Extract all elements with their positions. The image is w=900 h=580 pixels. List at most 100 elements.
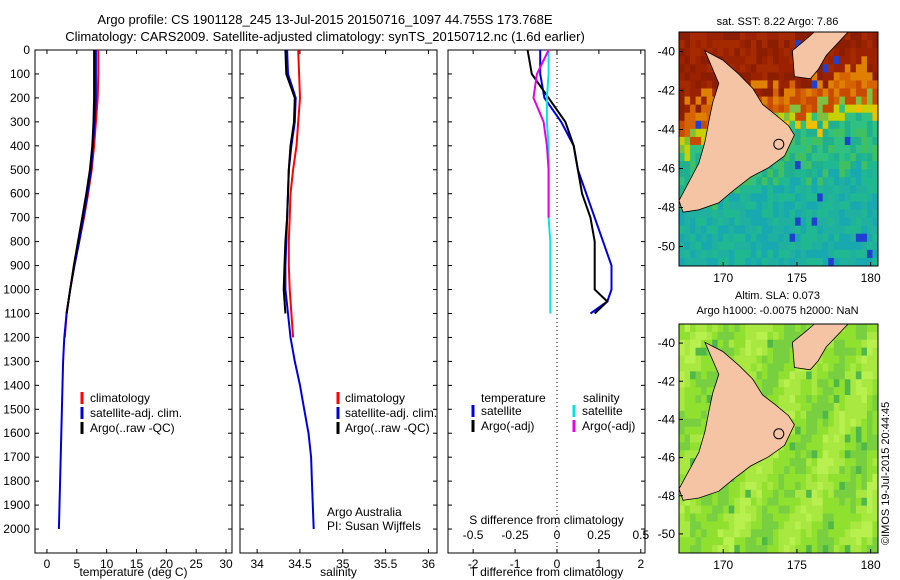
map-cell — [717, 241, 724, 251]
map-cell — [784, 458, 790, 467]
map-cell — [739, 529, 746, 538]
map-cell — [839, 347, 846, 356]
map-cell — [701, 363, 708, 372]
map-cell — [728, 249, 735, 259]
map-cell — [701, 48, 708, 57]
map-cell — [828, 225, 835, 235]
map-cell — [745, 64, 752, 73]
map-cell — [789, 201, 796, 210]
map-cell — [872, 545, 879, 554]
map-cell — [833, 434, 840, 443]
map-cell — [861, 257, 868, 267]
legend-header-temperature: temperature — [481, 391, 546, 405]
map-cell — [761, 481, 768, 491]
map-cell — [817, 201, 824, 210]
x-tick-label: 20 — [160, 557, 174, 571]
map-cell — [695, 418, 702, 428]
map-cell — [690, 347, 696, 356]
map-cell — [817, 371, 824, 380]
map-cell — [800, 185, 807, 194]
map-cell — [850, 442, 857, 451]
map-cell — [844, 371, 851, 380]
map-cell — [679, 537, 685, 546]
map-cell — [767, 489, 774, 499]
map-cell — [817, 489, 824, 499]
map-cell — [844, 347, 851, 356]
map-cell — [784, 339, 790, 349]
map-cell — [872, 505, 879, 514]
map-cell — [778, 505, 785, 514]
map-cell — [767, 209, 774, 218]
map-cell — [679, 249, 685, 259]
map-cell — [789, 225, 796, 235]
map-cell — [817, 153, 824, 162]
map-cell — [789, 249, 796, 259]
map-cell — [772, 104, 779, 114]
map-cell — [701, 257, 708, 267]
map-cell — [800, 153, 807, 162]
map-cell — [789, 474, 796, 483]
map-cell — [701, 395, 708, 404]
map-cell — [828, 233, 835, 243]
map-cell — [701, 402, 708, 412]
map-cell — [795, 144, 802, 154]
map-cell — [822, 442, 829, 451]
map-cell — [695, 153, 702, 162]
map-cell — [844, 96, 851, 106]
map-cell — [756, 217, 763, 227]
map-cell — [828, 169, 835, 178]
map-cell — [839, 48, 846, 57]
map-cell — [833, 371, 840, 380]
map-cell — [706, 324, 713, 333]
map-cell — [745, 355, 752, 364]
map-cell — [789, 217, 796, 227]
map-cell — [789, 120, 796, 130]
map-cell — [784, 185, 790, 194]
map-cell — [833, 513, 840, 522]
x-axis-label: salinity — [320, 565, 357, 579]
salinity-profile-frame — [239, 49, 438, 554]
map-cell — [844, 529, 851, 538]
map-cell — [817, 379, 824, 388]
map-cell — [772, 241, 779, 251]
map-cell — [822, 153, 829, 162]
map-cell — [861, 521, 868, 530]
map-cell — [817, 387, 824, 396]
map-cell — [778, 257, 785, 267]
map-cell — [800, 209, 807, 218]
map-cell — [850, 466, 857, 475]
map-cell — [750, 209, 757, 218]
map-cell — [684, 331, 691, 341]
map-cell — [706, 545, 713, 554]
map-cell — [767, 88, 774, 97]
map-cell — [844, 120, 851, 130]
map-cell — [789, 489, 796, 499]
map-cell — [734, 64, 741, 73]
map-cell — [728, 529, 735, 538]
map-cell — [839, 96, 846, 106]
map-cell — [723, 32, 730, 41]
map-cell — [745, 257, 752, 267]
map-cell — [866, 225, 873, 235]
map-cell — [778, 249, 785, 259]
map-cell — [817, 80, 824, 89]
map-cell — [806, 241, 813, 251]
map-cell — [795, 177, 802, 186]
map-cell — [866, 529, 873, 538]
map-cell — [822, 410, 829, 420]
map-cell — [684, 257, 691, 267]
map-cell — [767, 201, 774, 210]
map-cell — [789, 434, 796, 443]
map-cell — [822, 450, 829, 459]
map-cell — [795, 331, 802, 341]
map-cell — [789, 466, 796, 475]
map-cell — [750, 545, 757, 554]
map-cell — [822, 426, 829, 435]
map-cell — [817, 458, 824, 467]
map-cell — [844, 497, 851, 507]
map-cell — [695, 505, 702, 514]
map-cell — [833, 225, 840, 235]
map-cell — [756, 324, 763, 333]
map-cell — [767, 355, 774, 364]
